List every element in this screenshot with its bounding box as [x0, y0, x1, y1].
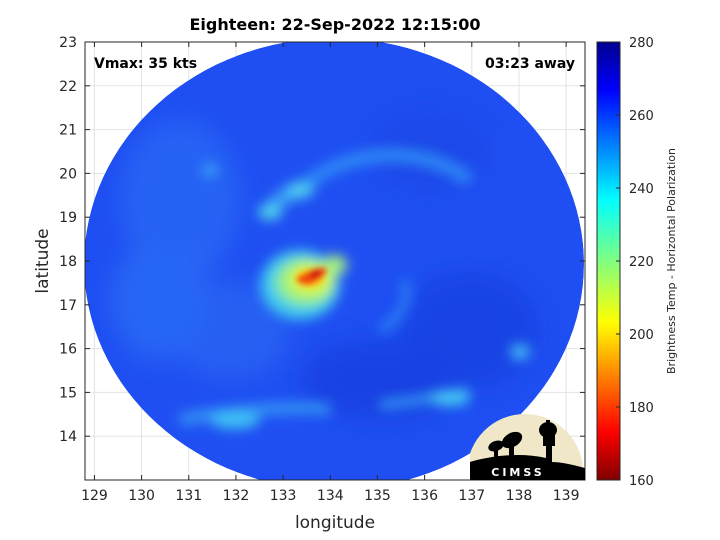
y-tick-label: 21	[59, 123, 77, 139]
cimss-logo: CIMSS	[470, 414, 585, 480]
y-axis-label: latitude	[33, 228, 53, 293]
x-tick-label: 132	[223, 488, 250, 504]
colorbar-tick-label: 200	[629, 328, 654, 343]
colorbar-label: Brightness Temp - Horizontal Polarizatio…	[665, 148, 678, 374]
x-tick-label: 137	[458, 488, 485, 504]
colorbar-tick-label: 180	[629, 401, 654, 416]
x-tick-label: 134	[317, 488, 344, 504]
x-tick-label: 138	[506, 488, 533, 504]
y-tick-label: 19	[59, 210, 77, 226]
colorbar-tick-label: 280	[629, 36, 654, 51]
colorbar-tick-label: 260	[629, 109, 654, 124]
x-tick-label: 139	[553, 488, 580, 504]
x-tick-label: 133	[270, 488, 297, 504]
y-tick-label: 16	[59, 342, 77, 358]
x-tick-label: 130	[128, 488, 155, 504]
y-tick-label: 22	[59, 79, 77, 95]
y-tick-label: 17	[59, 298, 77, 314]
y-tick-label: 20	[59, 166, 77, 182]
x-axis: 129 130 131 132 133 134 135 136 137 138 139	[81, 42, 579, 504]
logo-silhouette	[470, 435, 585, 480]
colorbar-tick-label: 240	[629, 182, 654, 197]
y-tick-label: 18	[59, 254, 77, 270]
colorbar-tick-label: 160	[629, 474, 654, 489]
x-axis-label: longitude	[295, 513, 375, 533]
logo-text: CIMSS	[491, 466, 544, 479]
x-tick-label: 135	[364, 488, 391, 504]
chart-title: Eighteen: 22-Sep-2022 12:15:00	[189, 15, 480, 34]
x-tick-label: 131	[175, 488, 202, 504]
colorbar: 160 180 200 220 240 260 280 Brightness Temp - …	[596, 36, 678, 489]
y-tick-label: 14	[59, 429, 77, 445]
y-tick-label: 23	[59, 35, 77, 51]
y-axis: 14 15 16 17 18 19 20 21 22 23	[59, 35, 585, 445]
colorbar-ticks: 160 180 200 220 240 260 280	[616, 36, 654, 489]
colorbar-tick-label: 220	[629, 255, 654, 270]
swath-image	[85, 42, 584, 480]
y-tick-label: 15	[59, 385, 77, 401]
time-away-annotation: 03:23 away	[485, 56, 575, 72]
x-tick-label: 136	[411, 488, 438, 504]
vmax-annotation: Vmax: 35 kts	[94, 56, 197, 72]
x-tick-label: 129	[81, 488, 108, 504]
